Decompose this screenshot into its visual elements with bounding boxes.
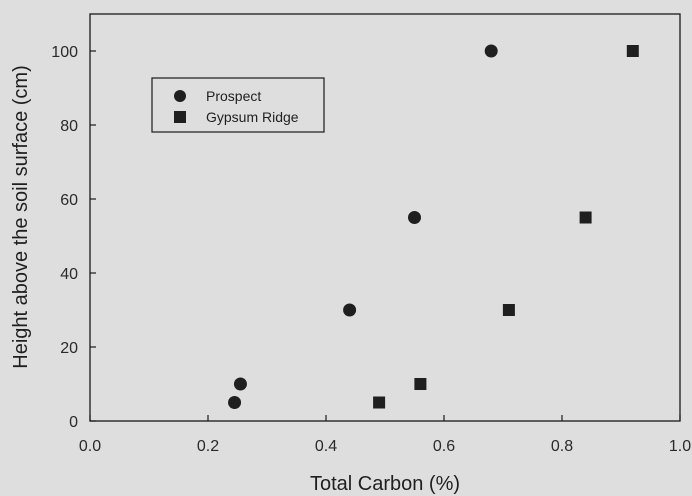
- legend: Prospect Gypsum Ridge: [151, 77, 325, 133]
- point-gypsum-ridge: [502, 304, 515, 316]
- y-tick-label: 100: [51, 44, 78, 61]
- y-tick-label: 20: [60, 340, 78, 357]
- y-axis-title: Height above the soil surface (cm): [10, 65, 32, 368]
- x-tick-label: 0.2: [197, 438, 219, 455]
- legend-label-prospect: Prospect: [206, 88, 261, 104]
- data-points: [228, 44, 639, 409]
- point-gypsum-ridge: [579, 211, 592, 224]
- x-tick-label: 0.0: [79, 438, 101, 455]
- point-gypsum-ridge: [626, 45, 639, 57]
- point-prospect: [408, 211, 421, 224]
- point-prospect: [484, 44, 498, 58]
- x-axis-title: Total Carbon (%): [310, 473, 460, 495]
- legend-marker-prospect: [174, 90, 186, 102]
- y-tick-label: 0: [69, 414, 78, 431]
- x-tick-label: 1.0: [669, 438, 691, 455]
- point-prospect: [233, 377, 247, 391]
- legend-label-gypsum-ridge: Gypsum Ridge: [206, 109, 299, 125]
- point-prospect: [343, 303, 357, 317]
- point-gypsum-ridge: [373, 396, 386, 409]
- legend-box: [151, 77, 325, 133]
- x-tick-label: 0.8: [551, 438, 573, 455]
- x-tick-label: 0.6: [433, 438, 455, 455]
- point-gypsum-ridge: [414, 378, 427, 390]
- legend-marker-gypsum-ridge: [174, 111, 186, 123]
- point-prospect: [228, 396, 242, 409]
- plot-frame: [89, 13, 681, 422]
- y-tick-label: 40: [60, 266, 78, 283]
- y-axis: 0 20 40 60 80 100: [51, 44, 96, 431]
- x-axis: 0.0 0.2 0.4 0.6 0.8 1.0: [79, 415, 691, 455]
- y-tick-label: 80: [60, 118, 78, 135]
- x-tick-label: 0.4: [315, 438, 337, 455]
- y-tick-label: 60: [60, 192, 78, 209]
